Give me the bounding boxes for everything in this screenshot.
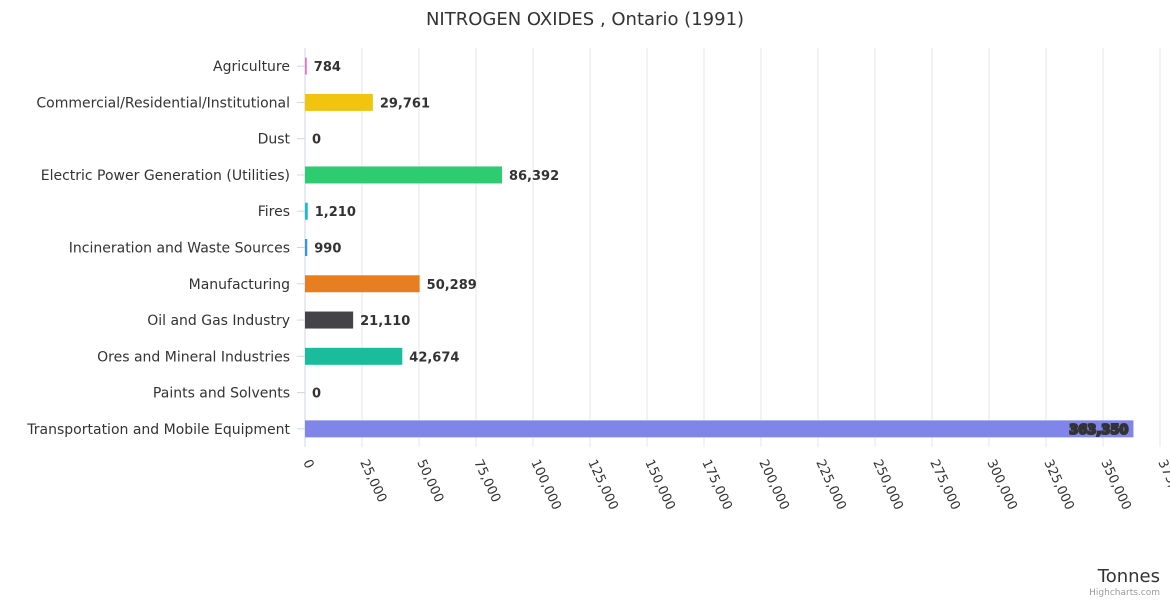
- category-label: Oil and Gas Industry: [147, 313, 290, 329]
- data-labels: 784 29,761 0 86,392 1,210 990 50,289 21,110 42,6…: [312, 60, 1129, 439]
- category-label: Manufacturing: [189, 277, 290, 293]
- bar[interactable]: [305, 420, 1134, 438]
- bars: [305, 57, 1134, 438]
- chart-title: NITROGEN OXIDES , Ontario (1991): [426, 9, 744, 30]
- x-tick-label: 300,000: [983, 457, 1019, 512]
- category-label: Transportation and Mobile Equipment: [26, 422, 290, 438]
- x-axis-ticks: 0 25,000 50,000 75,000 100,000 125,000 150,000…: [299, 457, 1170, 512]
- data-label: 50,289: [427, 278, 477, 293]
- data-label: 363,350: [1069, 423, 1128, 438]
- x-tick-label: 275,000: [926, 457, 962, 512]
- x-tick-label: 350,000: [1097, 457, 1133, 512]
- data-label: 0: [312, 387, 321, 402]
- bar[interactable]: [305, 347, 403, 365]
- data-label: 42,674: [409, 350, 459, 365]
- x-tick-label: 125,000: [584, 457, 620, 512]
- x-tick-label: 75,000: [470, 457, 503, 505]
- x-tick-label: 325,000: [1040, 457, 1076, 512]
- x-tick-label: 175,000: [698, 457, 734, 512]
- bar[interactable]: [305, 166, 502, 184]
- data-label: 1,210: [315, 205, 356, 220]
- data-label: 784: [314, 60, 341, 75]
- x-tick-label: 375,000: [1154, 457, 1170, 512]
- credits-link[interactable]: Highcharts.com: [1089, 588, 1160, 598]
- data-label: 0: [312, 133, 321, 148]
- bar[interactable]: [305, 93, 373, 111]
- data-label: 29,761: [380, 96, 430, 111]
- x-tick-label: 250,000: [869, 457, 905, 512]
- category-labels: Agriculture Commercial/Residential/Instit…: [26, 59, 305, 438]
- x-axis-title: Tonnes: [1097, 566, 1160, 587]
- grid-lines: [304, 48, 1161, 447]
- x-tick-label: 0: [299, 457, 316, 471]
- bar[interactable]: [305, 239, 308, 256]
- category-label: Commercial/Residential/Institutional: [36, 95, 290, 111]
- data-label: 21,110: [360, 314, 410, 329]
- category-label: Agriculture: [213, 59, 290, 75]
- category-label: Fires: [258, 204, 290, 220]
- x-tick-label: 200,000: [755, 457, 791, 512]
- data-label: 990: [314, 242, 341, 257]
- category-label: Ores and Mineral Industries: [97, 349, 290, 365]
- category-label: Paints and Solvents: [153, 386, 290, 402]
- x-tick-label: 100,000: [527, 457, 563, 512]
- category-label: Dust: [258, 132, 291, 148]
- category-label: Incineration and Waste Sources: [69, 241, 290, 257]
- x-tick-label: 150,000: [641, 457, 677, 512]
- x-tick-label: 25,000: [356, 457, 389, 505]
- x-tick-label: 50,000: [413, 457, 446, 505]
- x-tick-label: 225,000: [812, 457, 848, 512]
- bar[interactable]: [305, 202, 308, 220]
- bar[interactable]: [305, 57, 307, 75]
- category-label: Electric Power Generation (Utilities): [41, 168, 290, 184]
- bar[interactable]: [305, 311, 354, 329]
- data-label: 86,392: [509, 169, 559, 184]
- bar[interactable]: [305, 275, 420, 293]
